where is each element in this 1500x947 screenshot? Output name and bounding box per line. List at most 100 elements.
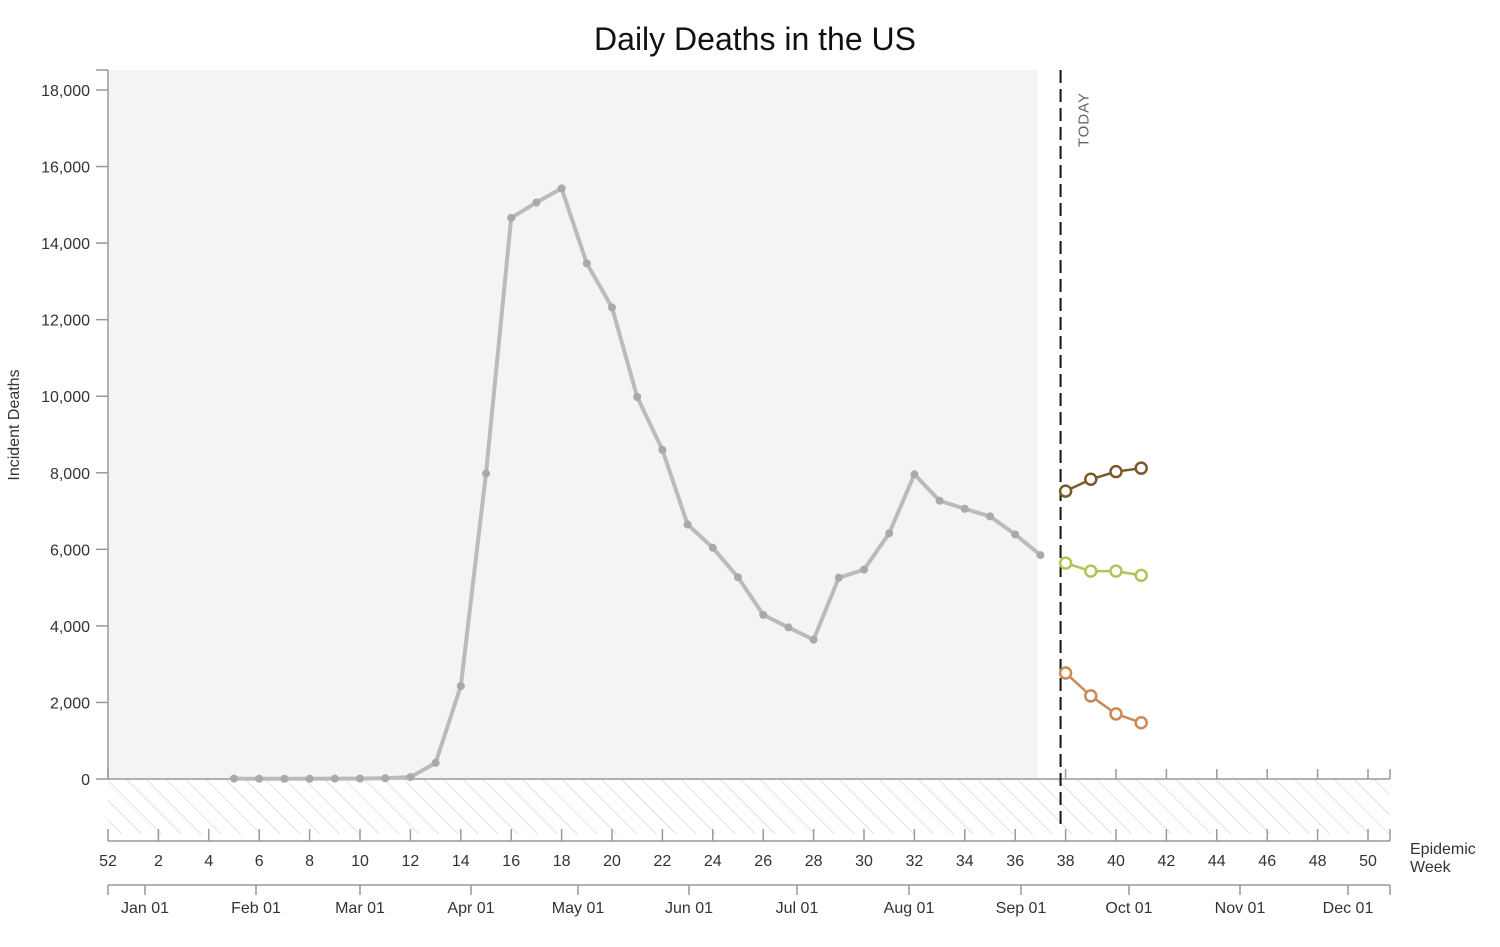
observed-point: [582, 259, 591, 268]
week-tick-label: 10: [351, 853, 369, 870]
month-tick-label: Jul 01: [776, 900, 819, 917]
month-tick-label: Apr 01: [447, 900, 494, 917]
week-tick-label: 30: [855, 853, 873, 870]
observed-point: [910, 470, 919, 479]
week-tick-label: 26: [754, 853, 772, 870]
y-tick-label: 18,000: [41, 83, 90, 100]
week-tick-label: 42: [1158, 853, 1176, 870]
observed-point: [381, 774, 390, 783]
month-tick-label: Jun 01: [665, 900, 713, 917]
observed-point: [230, 774, 238, 783]
forecast-point: [1134, 461, 1148, 475]
observed-point: [255, 774, 264, 783]
forecast-point: [1109, 564, 1123, 578]
observed-series: [230, 184, 1045, 783]
observed-point: [734, 573, 742, 582]
week-tick-label: 36: [1006, 853, 1024, 870]
negative-region-hatch: [108, 779, 1390, 834]
forecast-series: [1058, 666, 1148, 730]
month-tick-label: Feb 01: [231, 900, 281, 917]
y-tick-label: 8,000: [50, 466, 90, 483]
observed-point: [960, 504, 969, 513]
observed-point: [683, 520, 692, 529]
y-tick-label: 14,000: [41, 236, 90, 253]
y-tick-label: 6,000: [50, 542, 90, 559]
today-label: TODAY: [1076, 92, 1093, 147]
observed-point: [608, 303, 616, 312]
forecast-line: [1064, 671, 1143, 724]
forecast-point: [1084, 689, 1098, 703]
observed-point: [431, 758, 440, 767]
observed-point: [885, 529, 894, 538]
week-tick-label: 44: [1208, 853, 1226, 870]
week-tick-label: 6: [255, 853, 264, 870]
y-tick-label: 16,000: [41, 160, 90, 177]
forecast-series: [1058, 556, 1148, 583]
forecast-point: [1109, 707, 1123, 721]
observed-point: [406, 773, 415, 782]
month-tick-label: Aug 01: [884, 900, 935, 917]
week-tick-label: 38: [1057, 853, 1075, 870]
observed-point: [356, 774, 364, 783]
week-tick-label: 40: [1107, 853, 1125, 870]
observed-point: [456, 681, 465, 690]
month-tick-label: Nov 01: [1215, 900, 1266, 917]
week-tick-label: 14: [452, 853, 470, 870]
y-tick-label: 0: [81, 772, 90, 789]
week-tick-label: 34: [956, 853, 974, 870]
week-tick-label: 20: [603, 853, 621, 870]
forecast-point: [1134, 568, 1148, 583]
month-tick-label: Dec 01: [1323, 900, 1374, 917]
observed-point: [935, 496, 944, 505]
observed-point: [1011, 530, 1020, 539]
observed-point: [759, 610, 768, 619]
observed-point: [557, 184, 566, 193]
week-tick-label: 52: [99, 853, 117, 870]
y-tick-label: 12,000: [41, 313, 90, 330]
observed-point: [280, 774, 289, 783]
forecast-line: [1064, 466, 1143, 493]
observed-point: [532, 198, 541, 207]
week-tick-label: 22: [654, 853, 672, 870]
series-layer: [230, 184, 1148, 783]
forecast-point: [1084, 564, 1098, 578]
forecast-point: [1058, 666, 1073, 680]
week-tick-label: 12: [402, 853, 420, 870]
week-axis: 52 2 4 6 8 10 12 14 16 18 20 22 24 26 28 30 32 34 36 38 40 42…: [99, 769, 1391, 870]
observed-point: [658, 445, 667, 454]
observed-point: [482, 469, 490, 478]
forecast-point: [1058, 556, 1073, 570]
observed-point: [986, 512, 994, 521]
observed-point: [834, 573, 843, 582]
y-axis: 0 2,000 4,000 6,000 8,000 10,000 12,000 14,000 1…: [41, 69, 1390, 789]
month-tick-label: Jan 01: [121, 900, 169, 917]
y-tick-label: 2,000: [50, 695, 90, 712]
month-tick-label: Mar 01: [335, 900, 385, 917]
forecast-line: [1064, 561, 1143, 577]
week-tick-label: 28: [805, 853, 823, 870]
observed-region: [108, 70, 1038, 779]
x-axis-label: Epidemic Week: [1410, 841, 1480, 876]
observed-point: [860, 565, 868, 574]
forecast-point: [1134, 715, 1148, 730]
month-tick-label: Sep 01: [996, 900, 1047, 917]
week-tick-label: 8: [305, 853, 314, 870]
forecast-series: [1058, 461, 1148, 498]
observed-point: [809, 635, 818, 644]
y-axis-label: Incident Deaths: [6, 369, 23, 480]
y-tick-label: 10,000: [41, 389, 90, 406]
week-tick-label: 50: [1359, 853, 1377, 870]
week-tick-label: 48: [1309, 853, 1327, 870]
observed-point: [633, 392, 642, 401]
week-tick-label: 24: [704, 853, 722, 870]
month-axis: Jan 01 Feb 01 Mar 01 Apr 01 May 01 Jun 01 Jul …: [107, 884, 1391, 917]
week-tick-label: 4: [204, 853, 213, 870]
month-tick-label: Oct 01: [1105, 900, 1152, 917]
observed-point: [784, 623, 793, 632]
chart-title: Daily Deaths in the US: [594, 21, 916, 57]
week-tick-label: 46: [1258, 853, 1276, 870]
week-tick-label: 18: [553, 853, 571, 870]
forecast-point: [1084, 472, 1098, 487]
forecast-point: [1109, 464, 1123, 479]
